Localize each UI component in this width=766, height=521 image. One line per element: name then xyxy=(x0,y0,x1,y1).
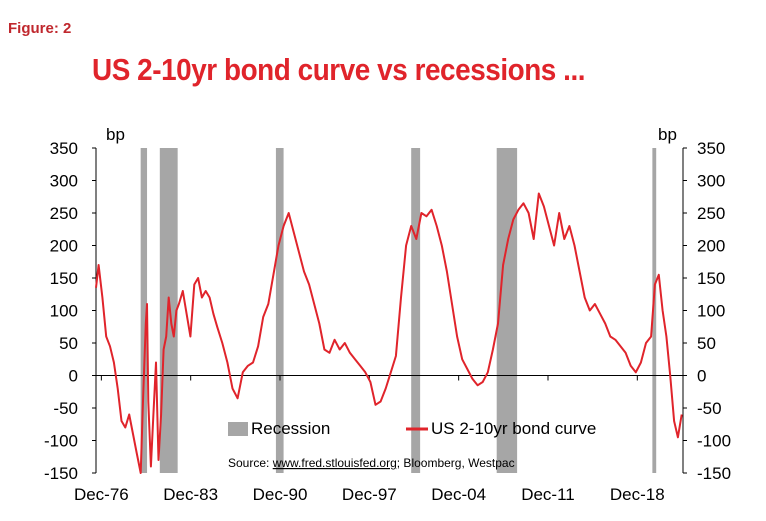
y-tick-left: 200 xyxy=(50,237,78,256)
y-tick-left: 0 xyxy=(69,367,78,386)
recession-band-4 xyxy=(411,148,421,473)
x-tick-label: Dec-90 xyxy=(253,485,308,504)
left-unit-label: bp xyxy=(106,125,125,144)
legend-recession-label: Recession xyxy=(251,419,330,438)
y-tick-left: 250 xyxy=(50,204,78,223)
y-tick-left: 100 xyxy=(50,302,78,321)
y-tick-right: 250 xyxy=(697,204,725,223)
y-tick-right: -150 xyxy=(697,464,731,483)
x-tick-label: Dec-83 xyxy=(163,485,218,504)
legend: Recession US 2-10yr bond curve xyxy=(228,419,596,438)
y-tick-right: 350 xyxy=(697,139,725,158)
y-tick-left: -150 xyxy=(44,464,78,483)
x-tick-label: Dec-11 xyxy=(521,485,575,504)
series-line-us-2-10yr xyxy=(95,192,683,474)
y-tick-left: 350 xyxy=(50,139,78,158)
y-tick-left: -50 xyxy=(53,399,78,418)
right-unit-label: bp xyxy=(658,125,677,144)
recession-band-6 xyxy=(652,148,657,473)
y-tick-right: 50 xyxy=(697,334,716,353)
x-tick-label: Dec-76 xyxy=(74,485,129,504)
series xyxy=(95,192,683,474)
y-tick-left: 150 xyxy=(50,269,78,288)
recession-band-1 xyxy=(140,148,148,473)
y-tick-left: 300 xyxy=(50,172,78,191)
x-tick-label: Dec-04 xyxy=(431,485,486,504)
source-link[interactable]: www.fred.stlouisfed.org xyxy=(272,456,397,470)
x-tick-label: Dec-18 xyxy=(610,485,665,504)
y-tick-right: 150 xyxy=(697,269,725,288)
recession-band-5 xyxy=(496,148,518,473)
y-tick-left: -100 xyxy=(44,432,78,451)
source-note: Source: www.fred.stlouisfed.org; Bloombe… xyxy=(228,456,515,470)
y-tick-left: 50 xyxy=(59,334,78,353)
y-ticks: 350 350 300 300 250 250 200 200 150 150 100 100 50 50… xyxy=(44,139,731,483)
y-tick-right: 300 xyxy=(697,172,725,191)
recession-band-3 xyxy=(275,148,284,473)
legend-recession-swatch xyxy=(228,422,248,436)
source-prefix: Source: xyxy=(228,456,273,470)
y-tick-right: -50 xyxy=(697,399,722,418)
y-tick-right: 100 xyxy=(697,302,725,321)
legend-curve-label: US 2-10yr bond curve xyxy=(431,419,596,438)
chart-title: US 2-10yr bond curve vs recessions ... xyxy=(92,52,586,87)
source-suffix: ; Bloomberg, Westpac xyxy=(397,456,515,470)
x-ticks: Dec-76 Dec-83 Dec-90 Dec-97 Dec-04 Dec-11 Dec-… xyxy=(74,375,665,504)
x-tick-label: Dec-97 xyxy=(342,485,397,504)
figure-label: Figure: 2 xyxy=(8,20,72,37)
y-tick-right: 0 xyxy=(697,367,706,386)
y-tick-right: -100 xyxy=(697,432,731,451)
y-tick-right: 200 xyxy=(697,237,725,256)
